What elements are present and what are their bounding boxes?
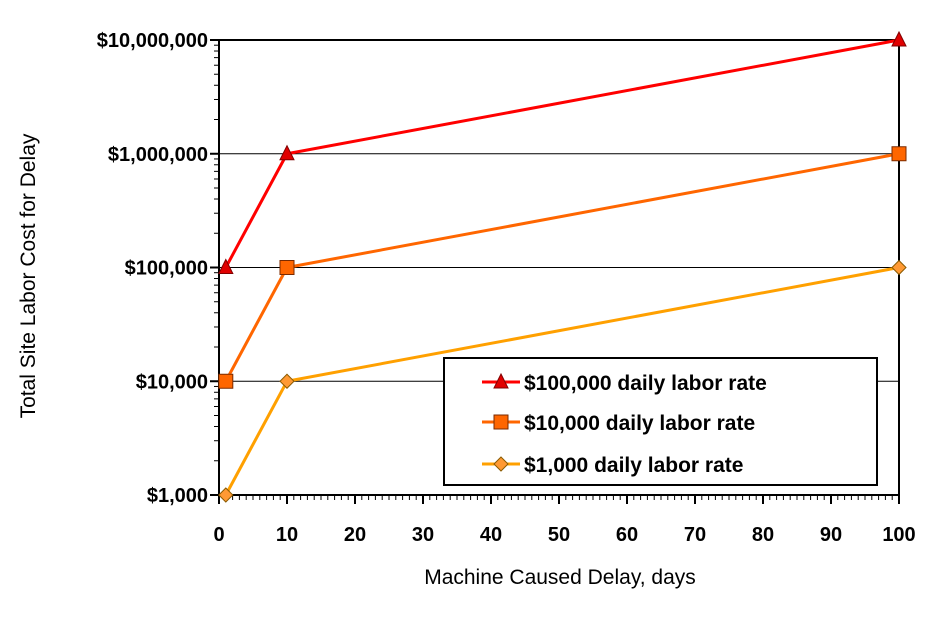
diamond-marker — [493, 456, 509, 472]
x-tick-label: 30 — [412, 524, 434, 546]
data-markers — [217, 30, 907, 503]
square-marker — [891, 146, 907, 162]
x-tick-label: 0 — [213, 524, 224, 546]
square-marker — [218, 373, 234, 389]
diamond-marker — [218, 487, 234, 503]
y-tick-label: $10,000,000 — [97, 30, 208, 52]
x-tick-label: 80 — [752, 524, 774, 546]
triangle-marker — [493, 372, 509, 389]
diamond-marker — [279, 373, 295, 389]
legend: $100,000 daily labor rate $10,000 daily l… — [443, 357, 878, 486]
x-tick-label: 20 — [344, 524, 366, 546]
y-tick-label: $1,000,000 — [108, 144, 208, 166]
y-tick-label: $100,000 — [125, 258, 208, 280]
triangle-marker — [891, 30, 907, 47]
square-marker — [493, 414, 509, 430]
x-tick-label: 60 — [616, 524, 638, 546]
x-tick-label: 90 — [820, 524, 842, 546]
x-tick-label: 50 — [548, 524, 570, 546]
square-marker — [279, 260, 295, 275]
triangle-marker — [279, 144, 295, 161]
legend-label: $100,000 daily labor rate — [524, 372, 767, 395]
y-tick-label: $10,000 — [136, 371, 208, 393]
x-tick-label: 40 — [480, 524, 502, 546]
y-tick-label: $1,000 — [147, 485, 208, 507]
legend-label: $1,000 daily labor rate — [524, 454, 743, 477]
legend-label: $10,000 daily labor rate — [524, 412, 755, 435]
triangle-marker — [217, 258, 234, 274]
x-tick-label: 10 — [276, 524, 298, 546]
tick-labels: 0 10 20 30 40 50 60 70 80 90 100 $1,000 $10,000 $100,… — [97, 30, 916, 546]
x-tick-label: 100 — [882, 524, 915, 546]
x-tick-label: 70 — [684, 524, 706, 546]
diamond-marker — [891, 259, 907, 276]
x-axis-title: Machine Caused Delay, days — [424, 566, 696, 589]
y-axis-title: Total Site Labor Cost for Delay — [17, 133, 40, 418]
